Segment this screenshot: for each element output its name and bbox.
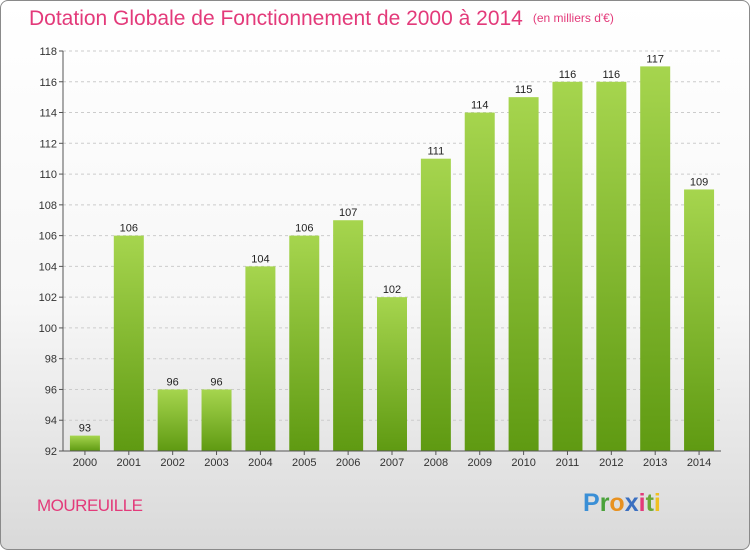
y-tick-label: 108: [39, 200, 57, 212]
data-label: 107: [339, 207, 357, 219]
bar: [464, 112, 495, 452]
x-tick-label: 2012: [599, 457, 623, 469]
data-label: 111: [427, 146, 444, 158]
y-tick-label: 114: [39, 108, 57, 120]
data-label: 104: [251, 253, 269, 265]
data-label: 109: [690, 176, 708, 188]
bar: [289, 235, 320, 451]
data-label: 102: [383, 284, 401, 296]
bar: [552, 81, 583, 452]
bar: [377, 297, 407, 451]
bar: [201, 389, 232, 451]
y-tick-label: 110: [39, 169, 57, 181]
y-tick-label: 102: [39, 292, 57, 304]
data-label: 106: [120, 223, 138, 235]
bar: [69, 435, 100, 451]
logo-letter: i: [638, 489, 646, 517]
y-tick-label: 98: [45, 354, 57, 366]
axis-layer: 92 94 96 98 100 102 104 106 108 110 112 114 116 118 20…: [39, 46, 721, 469]
logo-letter: o: [609, 489, 625, 517]
bar: [596, 81, 627, 452]
commune-name: MOUREUILLE: [37, 496, 143, 515]
x-tick-label: 2000: [73, 457, 97, 469]
data-label: 96: [167, 376, 179, 388]
x-tick-label: 2008: [424, 457, 448, 469]
y-tick-label: 96: [45, 384, 57, 396]
y-tick-label: 118: [39, 46, 57, 58]
x-tick-label: 2013: [643, 457, 667, 469]
data-label: 116: [559, 69, 577, 81]
y-tick-label: 106: [39, 231, 57, 243]
y-tick-label: 92: [45, 446, 57, 458]
data-label: 115: [515, 84, 533, 96]
data-label: 106: [295, 223, 313, 235]
x-tick-label: 2007: [380, 457, 404, 469]
y-tick-label: 112: [39, 138, 57, 150]
x-tick-label: 2010: [511, 457, 535, 469]
bar: [420, 158, 451, 451]
data-label: 116: [603, 69, 621, 81]
logo-letter: i: [653, 489, 661, 517]
logo-letter: t: [645, 489, 654, 517]
bar: [157, 389, 188, 451]
x-tick-label: 2009: [467, 457, 491, 469]
bar: [333, 220, 364, 451]
bar: [245, 266, 276, 451]
x-tick-label: 2014: [687, 457, 711, 469]
y-tick-label: 104: [39, 261, 57, 273]
logo-letter: r: [599, 489, 610, 517]
data-label: 114: [471, 100, 489, 112]
bar: [684, 189, 715, 451]
x-tick-label: 2001: [117, 457, 141, 469]
x-tick-label: 2011: [556, 457, 580, 469]
chart-title-text: Dotation Globale de Fonctionnement de 20…: [29, 7, 523, 30]
y-tick-label: 94: [45, 415, 57, 427]
data-label: 93: [79, 423, 91, 435]
x-tick-label: 2002: [160, 457, 184, 469]
logo-letter: P: [583, 489, 600, 517]
bar: [640, 66, 671, 451]
x-tick-label: 2005: [292, 457, 316, 469]
proxiti-logo: Proxiti: [583, 489, 661, 518]
x-tick-label: 2004: [248, 457, 272, 469]
logo-letter: x: [624, 489, 639, 517]
chart-title: Dotation Globale de Fonctionnement de 20…: [29, 7, 614, 31]
y-tick-label: 100: [39, 323, 57, 335]
bar: [113, 235, 144, 451]
x-tick-label: 2003: [204, 457, 228, 469]
bar: [508, 97, 539, 452]
bar-layer: 93 106 96 96 104 106 107 102 111 114 115 116 116 117 1…: [69, 53, 715, 452]
data-label: 117: [646, 53, 664, 65]
chart-unit: (en milliers d'€): [532, 11, 614, 25]
x-tick-label: 2006: [336, 457, 360, 469]
data-label: 96: [210, 376, 222, 388]
y-tick-label: 116: [39, 77, 57, 89]
